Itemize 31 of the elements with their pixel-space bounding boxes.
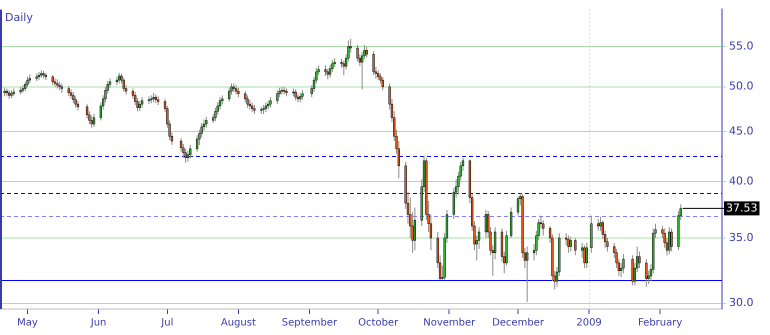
candlestick xyxy=(184,148,187,164)
y-tick-label: 55.0 xyxy=(729,39,754,52)
y-tick-label: 40.0 xyxy=(729,174,754,188)
candlestick xyxy=(366,46,368,58)
x-tick-label: December xyxy=(492,318,545,329)
x-tick-label: May xyxy=(17,318,38,329)
x-tick-label: February xyxy=(638,318,682,329)
candlestick xyxy=(645,258,648,288)
x-tick-label: September xyxy=(282,318,338,329)
x-tick-label: 2009 xyxy=(576,318,602,329)
x-tick-label: Jul xyxy=(160,318,174,329)
candlestick xyxy=(294,88,297,102)
candlestick xyxy=(56,78,58,90)
annotation: 37.53 xyxy=(726,201,758,214)
candlestick xyxy=(205,116,208,128)
candlestick xyxy=(28,74,31,84)
candlestick xyxy=(189,144,192,160)
x-tick-label: November xyxy=(423,318,476,329)
candlestick xyxy=(74,96,77,108)
y-tick-label: 50.0 xyxy=(729,80,754,93)
y-tick-label: 30.0 xyxy=(729,296,754,310)
chart-title: Daily xyxy=(5,10,34,24)
x-tick-label: October xyxy=(358,318,400,329)
x-tick-label: Jun xyxy=(90,318,106,329)
candlestick xyxy=(90,115,93,128)
y-tick-label: 35.0 xyxy=(729,230,754,244)
candlestick xyxy=(570,236,572,252)
candlestick xyxy=(118,72,120,84)
y-tick-label: 45.0 xyxy=(729,124,754,138)
candlestick xyxy=(24,81,26,92)
x-tick-label: August xyxy=(220,318,256,329)
